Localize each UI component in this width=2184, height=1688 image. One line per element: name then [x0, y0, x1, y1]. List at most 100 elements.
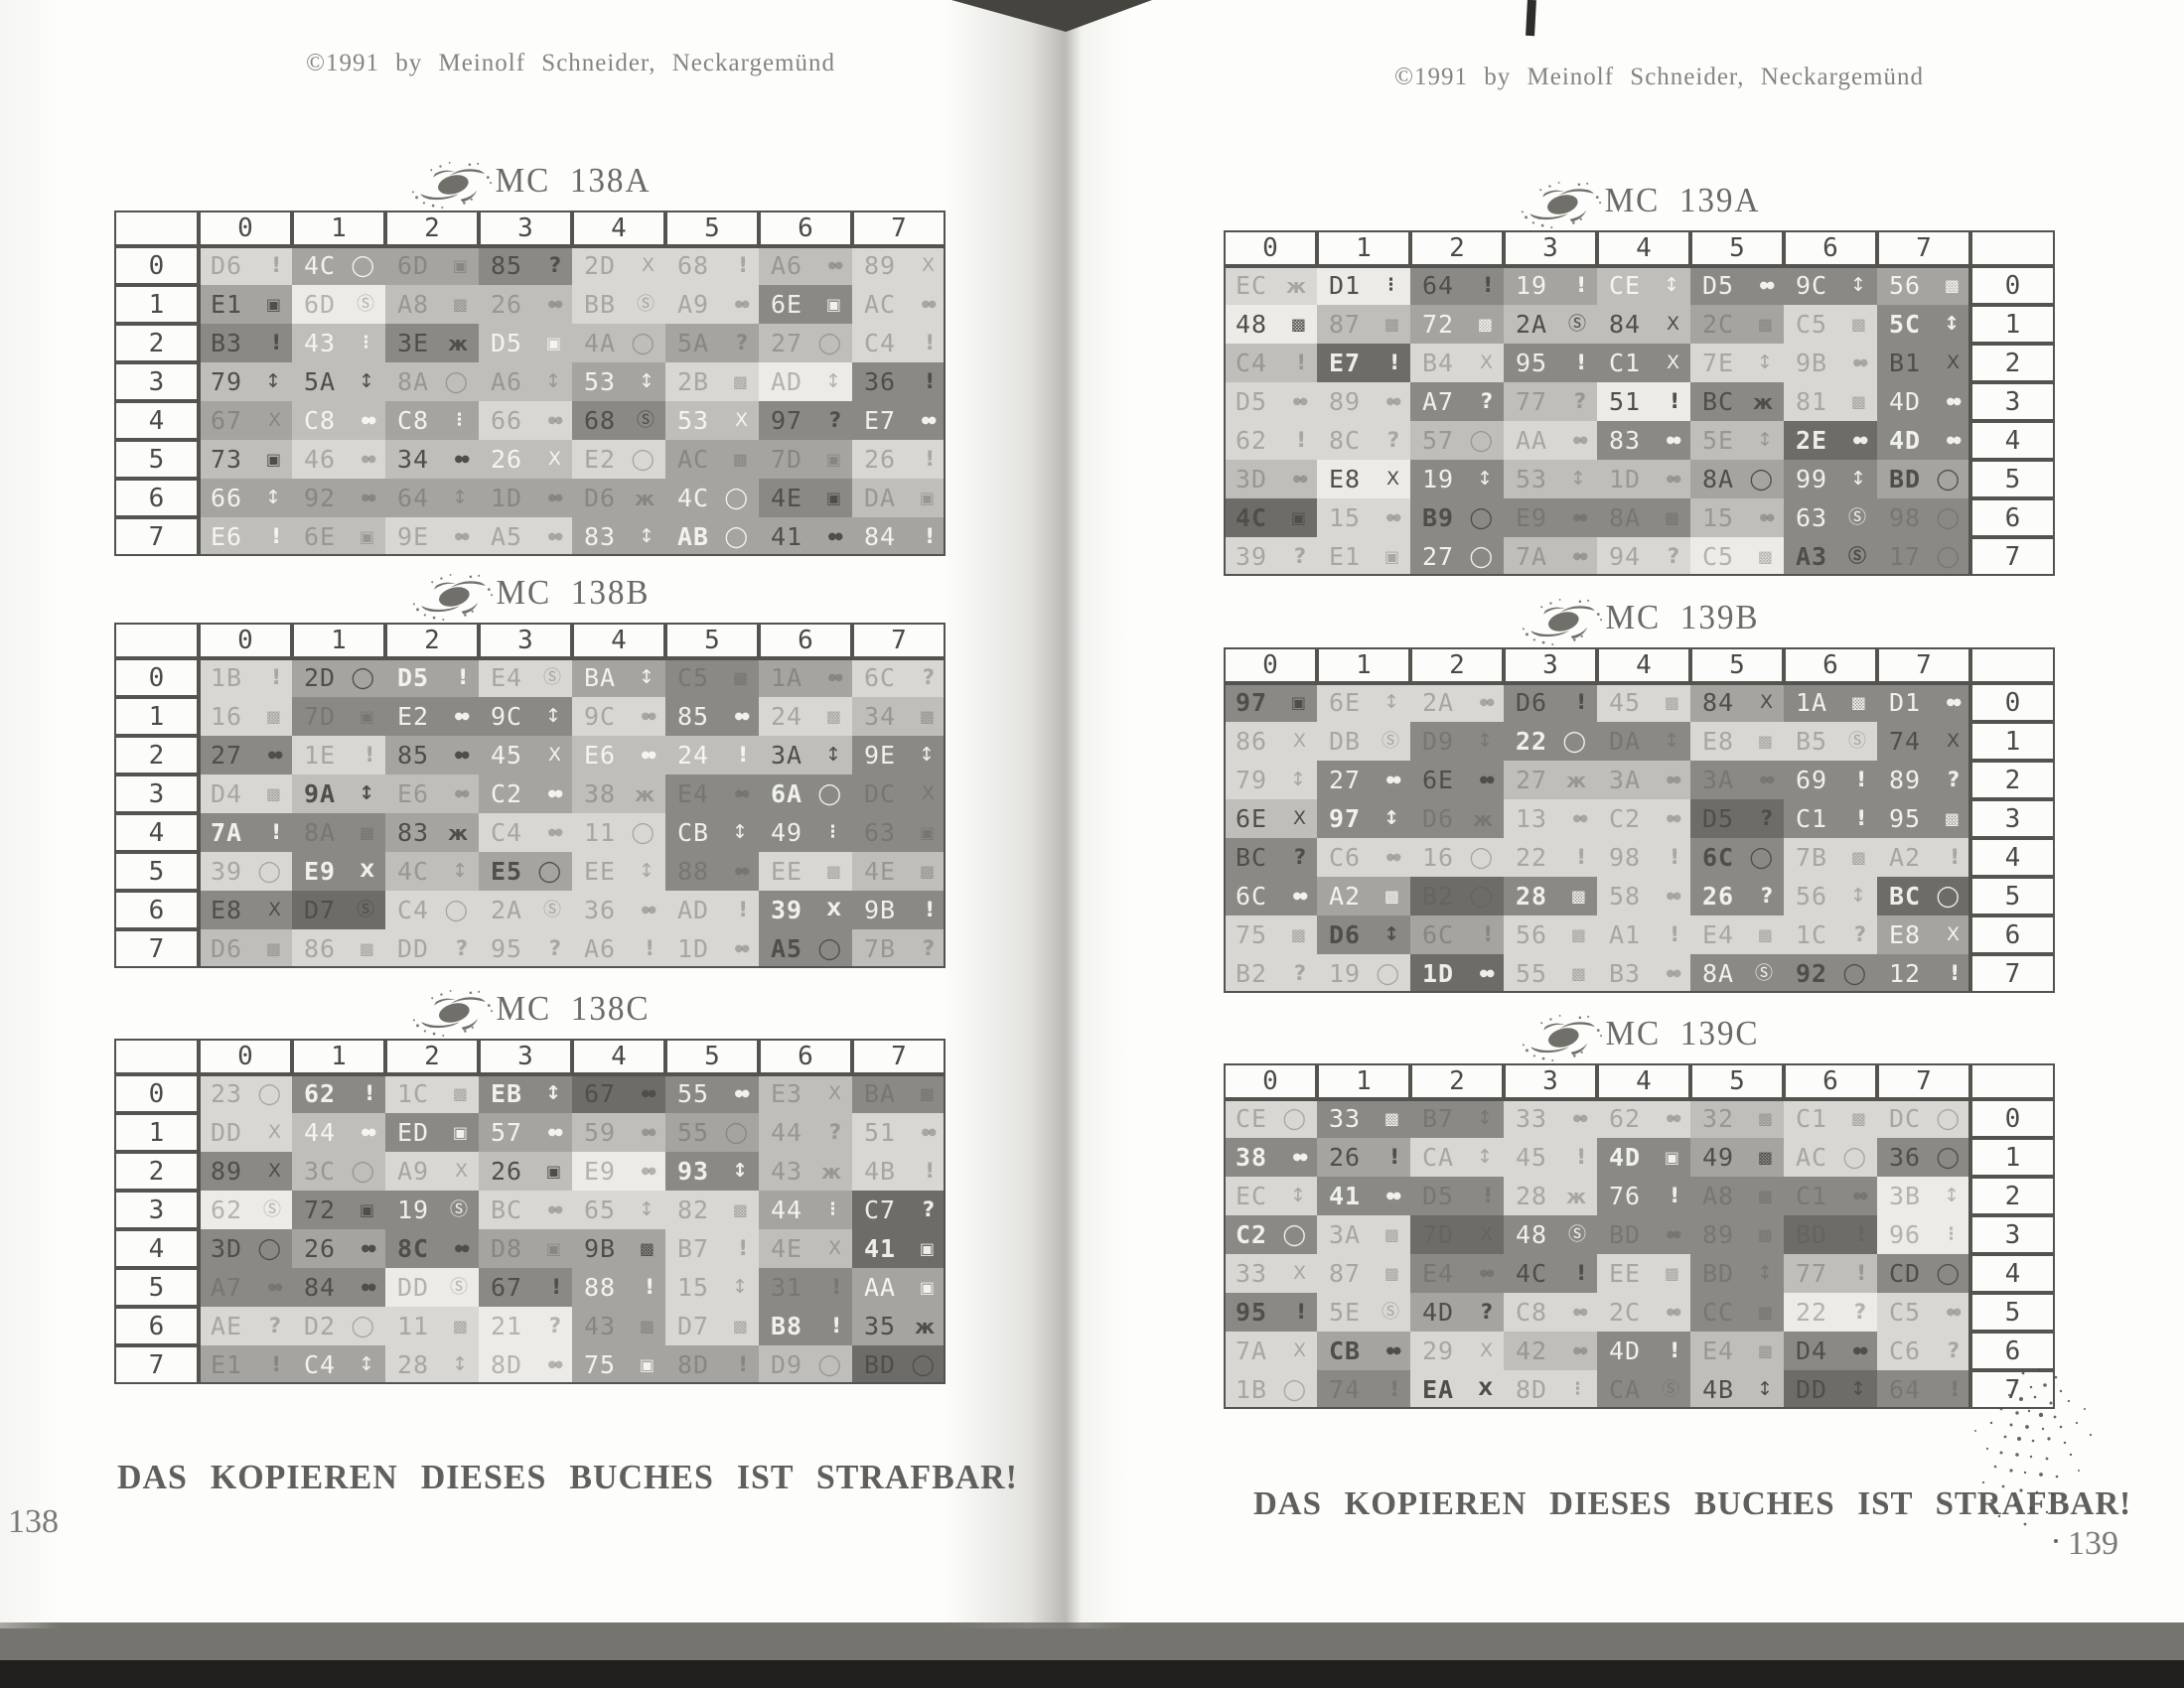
x-icon: X	[1759, 691, 1773, 713]
corner-cell	[1970, 230, 2055, 266]
code-cell: 51 ●●	[852, 1113, 946, 1152]
quest-icon: ?	[1480, 1300, 1493, 1324]
code-cell: 4C!	[1504, 1254, 1597, 1293]
quest-icon: ?	[1293, 544, 1306, 568]
code-cell: 98!	[1597, 838, 1690, 877]
excl-icon: !	[738, 253, 748, 277]
cell-hex: DC	[1889, 1104, 1922, 1133]
cell-hex: 84	[304, 1273, 337, 1302]
x-icon: X	[1292, 730, 1306, 752]
updown-icon: ↕	[545, 370, 561, 392]
lock-icon: ▩	[1757, 1302, 1773, 1322]
code-cell: 58 ●●	[1597, 877, 1690, 915]
code-cell: 83 ж	[385, 813, 479, 852]
code-cell: 73 ▣	[199, 440, 292, 479]
col-header: 6	[1784, 647, 1877, 683]
code-cell: EE ▩	[1597, 1254, 1690, 1293]
vdots-icon: ⋮	[1943, 1224, 1960, 1244]
code-table-mc-139c: MC 139C 0 1 2 3 4 5 6 7 CE ◯ 33 ▩ B7 ↕ 33 ●● 62 ●● 32 ▩ C1 ▩ DC…	[1224, 1014, 2055, 1409]
code-cell: 84 ●●	[292, 1268, 385, 1307]
code-cell: B1 X	[1877, 344, 1970, 382]
quest-icon: ?	[922, 665, 935, 689]
dots2-icon: ●●	[1666, 1112, 1682, 1124]
cell-hex: A2	[1329, 882, 1362, 911]
code-cell: 75 ▣	[572, 1345, 665, 1384]
cell-hex: 24	[677, 741, 710, 770]
code-cell: 9B!	[852, 891, 946, 929]
lock-icon: ▩	[732, 371, 748, 391]
cell-hex: 48	[1236, 310, 1268, 339]
code-cell: DB Ⓢ	[1317, 722, 1410, 761]
cell-hex: 26	[864, 445, 897, 474]
cell-hex: D5	[1702, 271, 1735, 300]
row-label: 2	[114, 736, 199, 774]
row-label: 2	[1970, 761, 2055, 799]
dots2-icon: ●●	[1292, 890, 1309, 902]
lock-icon: ▩	[1383, 1263, 1399, 1283]
cell-hex: E7	[1329, 349, 1362, 377]
cell-hex: 83	[1609, 426, 1642, 455]
code-cell: 15 ●●	[1690, 498, 1784, 537]
lock-icon: ▩	[1290, 924, 1306, 944]
excl-icon: !	[1576, 273, 1586, 297]
cell-hex: 85	[491, 251, 523, 280]
code-cell: A8 ▩	[385, 285, 479, 324]
code-cell: 5E ↕	[1690, 421, 1784, 460]
cell-hex: 41	[1329, 1182, 1362, 1210]
excl-icon: !	[1950, 961, 1960, 985]
circle-icon: ◯	[1936, 505, 1960, 529]
cell-hex: 8D	[1516, 1375, 1548, 1404]
cell-hex: 72	[304, 1196, 337, 1224]
corner-cell	[1970, 1063, 2055, 1099]
code-cell: 2E ●●	[1784, 421, 1877, 460]
lock-icon: ▩	[732, 449, 748, 469]
updown-icon: ↕	[1944, 1185, 1960, 1206]
col-header: 3	[1504, 230, 1597, 266]
cell-hex: DD	[397, 1273, 430, 1302]
code-cell: 6E ▣	[759, 285, 852, 324]
circle-icon: ◯	[1562, 729, 1586, 753]
code-cell: 6E ●●	[1410, 761, 1504, 799]
cell-hex: 3A	[1609, 766, 1642, 794]
cell-hex: AC	[864, 290, 897, 319]
row-label: 4	[1970, 1254, 2055, 1293]
dots2-icon: ●●	[641, 1126, 657, 1138]
code-cell: 66 ↕	[199, 479, 292, 517]
person-icon: ж	[448, 331, 468, 355]
cell-hex: 6E	[1329, 688, 1362, 717]
cell-hex: E4	[1702, 920, 1735, 949]
cell-hex: 2B	[677, 367, 710, 396]
cell-hex: EE	[1609, 1259, 1642, 1288]
circle-icon: ◯	[351, 1159, 374, 1183]
code-cell: 27 ◯	[1410, 537, 1504, 576]
dots2-icon: ●●	[641, 904, 657, 915]
code-cell: 79 ↕	[1224, 761, 1317, 799]
code-cell: 8A Ⓢ	[1690, 954, 1784, 993]
code-cell: 22!	[1504, 838, 1597, 877]
page-number-right: 139	[2068, 1525, 2118, 1562]
cell-hex: D1	[1889, 688, 1922, 717]
cell-hex: 7D	[1422, 1220, 1455, 1249]
person-icon: ж	[1473, 806, 1493, 831]
cell-hex: 8A	[1702, 959, 1735, 988]
cell-hex: 83	[397, 818, 430, 847]
cell-hex: B7	[1422, 1104, 1455, 1133]
dots2-icon: ●●	[1852, 1190, 1869, 1201]
cell-hex: 9C	[584, 702, 617, 731]
code-cell: 39?	[1224, 537, 1317, 576]
col-header: 6	[759, 1039, 852, 1074]
code-cell: 97 ↕	[1317, 799, 1410, 838]
cell-hex: 76	[1609, 1182, 1642, 1210]
cell-hex: 73	[211, 445, 243, 474]
excl-icon: !	[364, 743, 374, 767]
code-cell: 7D ▣	[292, 697, 385, 736]
code-cell: A1!	[1597, 915, 1690, 954]
updown-icon: ↕	[359, 782, 374, 804]
col-header: 4	[1597, 230, 1690, 266]
code-cell: BD ●●	[1597, 1215, 1690, 1254]
row-label: 4	[1970, 838, 2055, 877]
code-cell: 72 ▣	[292, 1191, 385, 1229]
excl-icon: !	[271, 820, 281, 844]
cell-hex: D6	[211, 251, 243, 280]
code-cell: 56 ▩	[1504, 915, 1597, 954]
